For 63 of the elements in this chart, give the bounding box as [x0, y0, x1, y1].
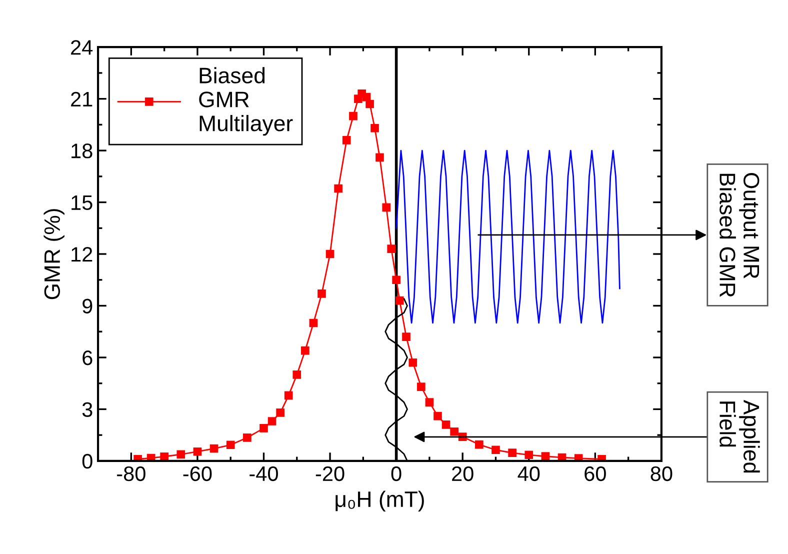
y-tick-label: 15: [72, 195, 92, 210]
x-tick-label: 80: [650, 466, 672, 482]
point: [210, 444, 218, 453]
y-tick-label: 9: [82, 298, 92, 314]
text: Output MR Biased GMR: [720, 173, 760, 297]
x-tick-label: -20: [316, 466, 344, 482]
point: [193, 447, 202, 456]
point: [342, 136, 351, 144]
point: [334, 184, 342, 193]
point: [176, 450, 186, 459]
legend-label: Biased GMR Multilayer: [199, 67, 293, 136]
point: [362, 92, 371, 102]
point: [160, 452, 168, 461]
point: [292, 370, 302, 379]
point: [366, 100, 374, 108]
point: [395, 296, 404, 305]
point: [541, 452, 550, 460]
point: [408, 358, 418, 367]
point: [474, 440, 484, 449]
point: [434, 412, 442, 420]
point: [417, 382, 426, 391]
point: [301, 346, 310, 355]
x-tick-label: 60: [584, 466, 606, 482]
point: [309, 318, 318, 328]
point: [370, 124, 379, 132]
y-tick-label: 24: [71, 40, 93, 55]
x-tick-label: 20: [452, 466, 474, 482]
point: [276, 408, 284, 417]
y-axis-title: GMR (%): [44, 209, 64, 300]
point: [492, 446, 500, 454]
point: [402, 332, 410, 341]
point: [376, 153, 384, 162]
y-tick-label: 12: [72, 247, 92, 262]
point: [268, 417, 276, 426]
y-tick-label: 21: [71, 92, 92, 106]
y-tick-label: 3: [82, 402, 92, 417]
point: [387, 244, 396, 254]
point: [349, 112, 358, 120]
point: [508, 448, 516, 457]
point: [442, 420, 450, 429]
x-axis-title: μ₀H (mT): [336, 490, 424, 512]
point: [326, 250, 334, 258]
x-tick-label: -40: [250, 466, 278, 482]
point: [574, 454, 583, 461]
point: [425, 398, 434, 406]
point: [392, 276, 400, 284]
y-tick-label: 0: [82, 454, 92, 469]
y-tick-label: 6: [82, 350, 92, 366]
text: Applied Field: [720, 400, 760, 473]
x-tick-label: 40: [518, 466, 540, 482]
x-tick-label: -60: [183, 466, 212, 482]
line-series: [396, 150, 620, 324]
point: [260, 424, 268, 432]
point: [226, 440, 235, 450]
y-tick-label: 18: [72, 144, 92, 158]
point: [284, 391, 293, 400]
point: [318, 290, 326, 298]
point: [524, 450, 534, 460]
point: [243, 433, 252, 442]
point: [382, 203, 391, 212]
point: [450, 427, 458, 436]
x-tick-label: -80: [117, 466, 146, 482]
x-tick-label: 0: [391, 466, 402, 482]
